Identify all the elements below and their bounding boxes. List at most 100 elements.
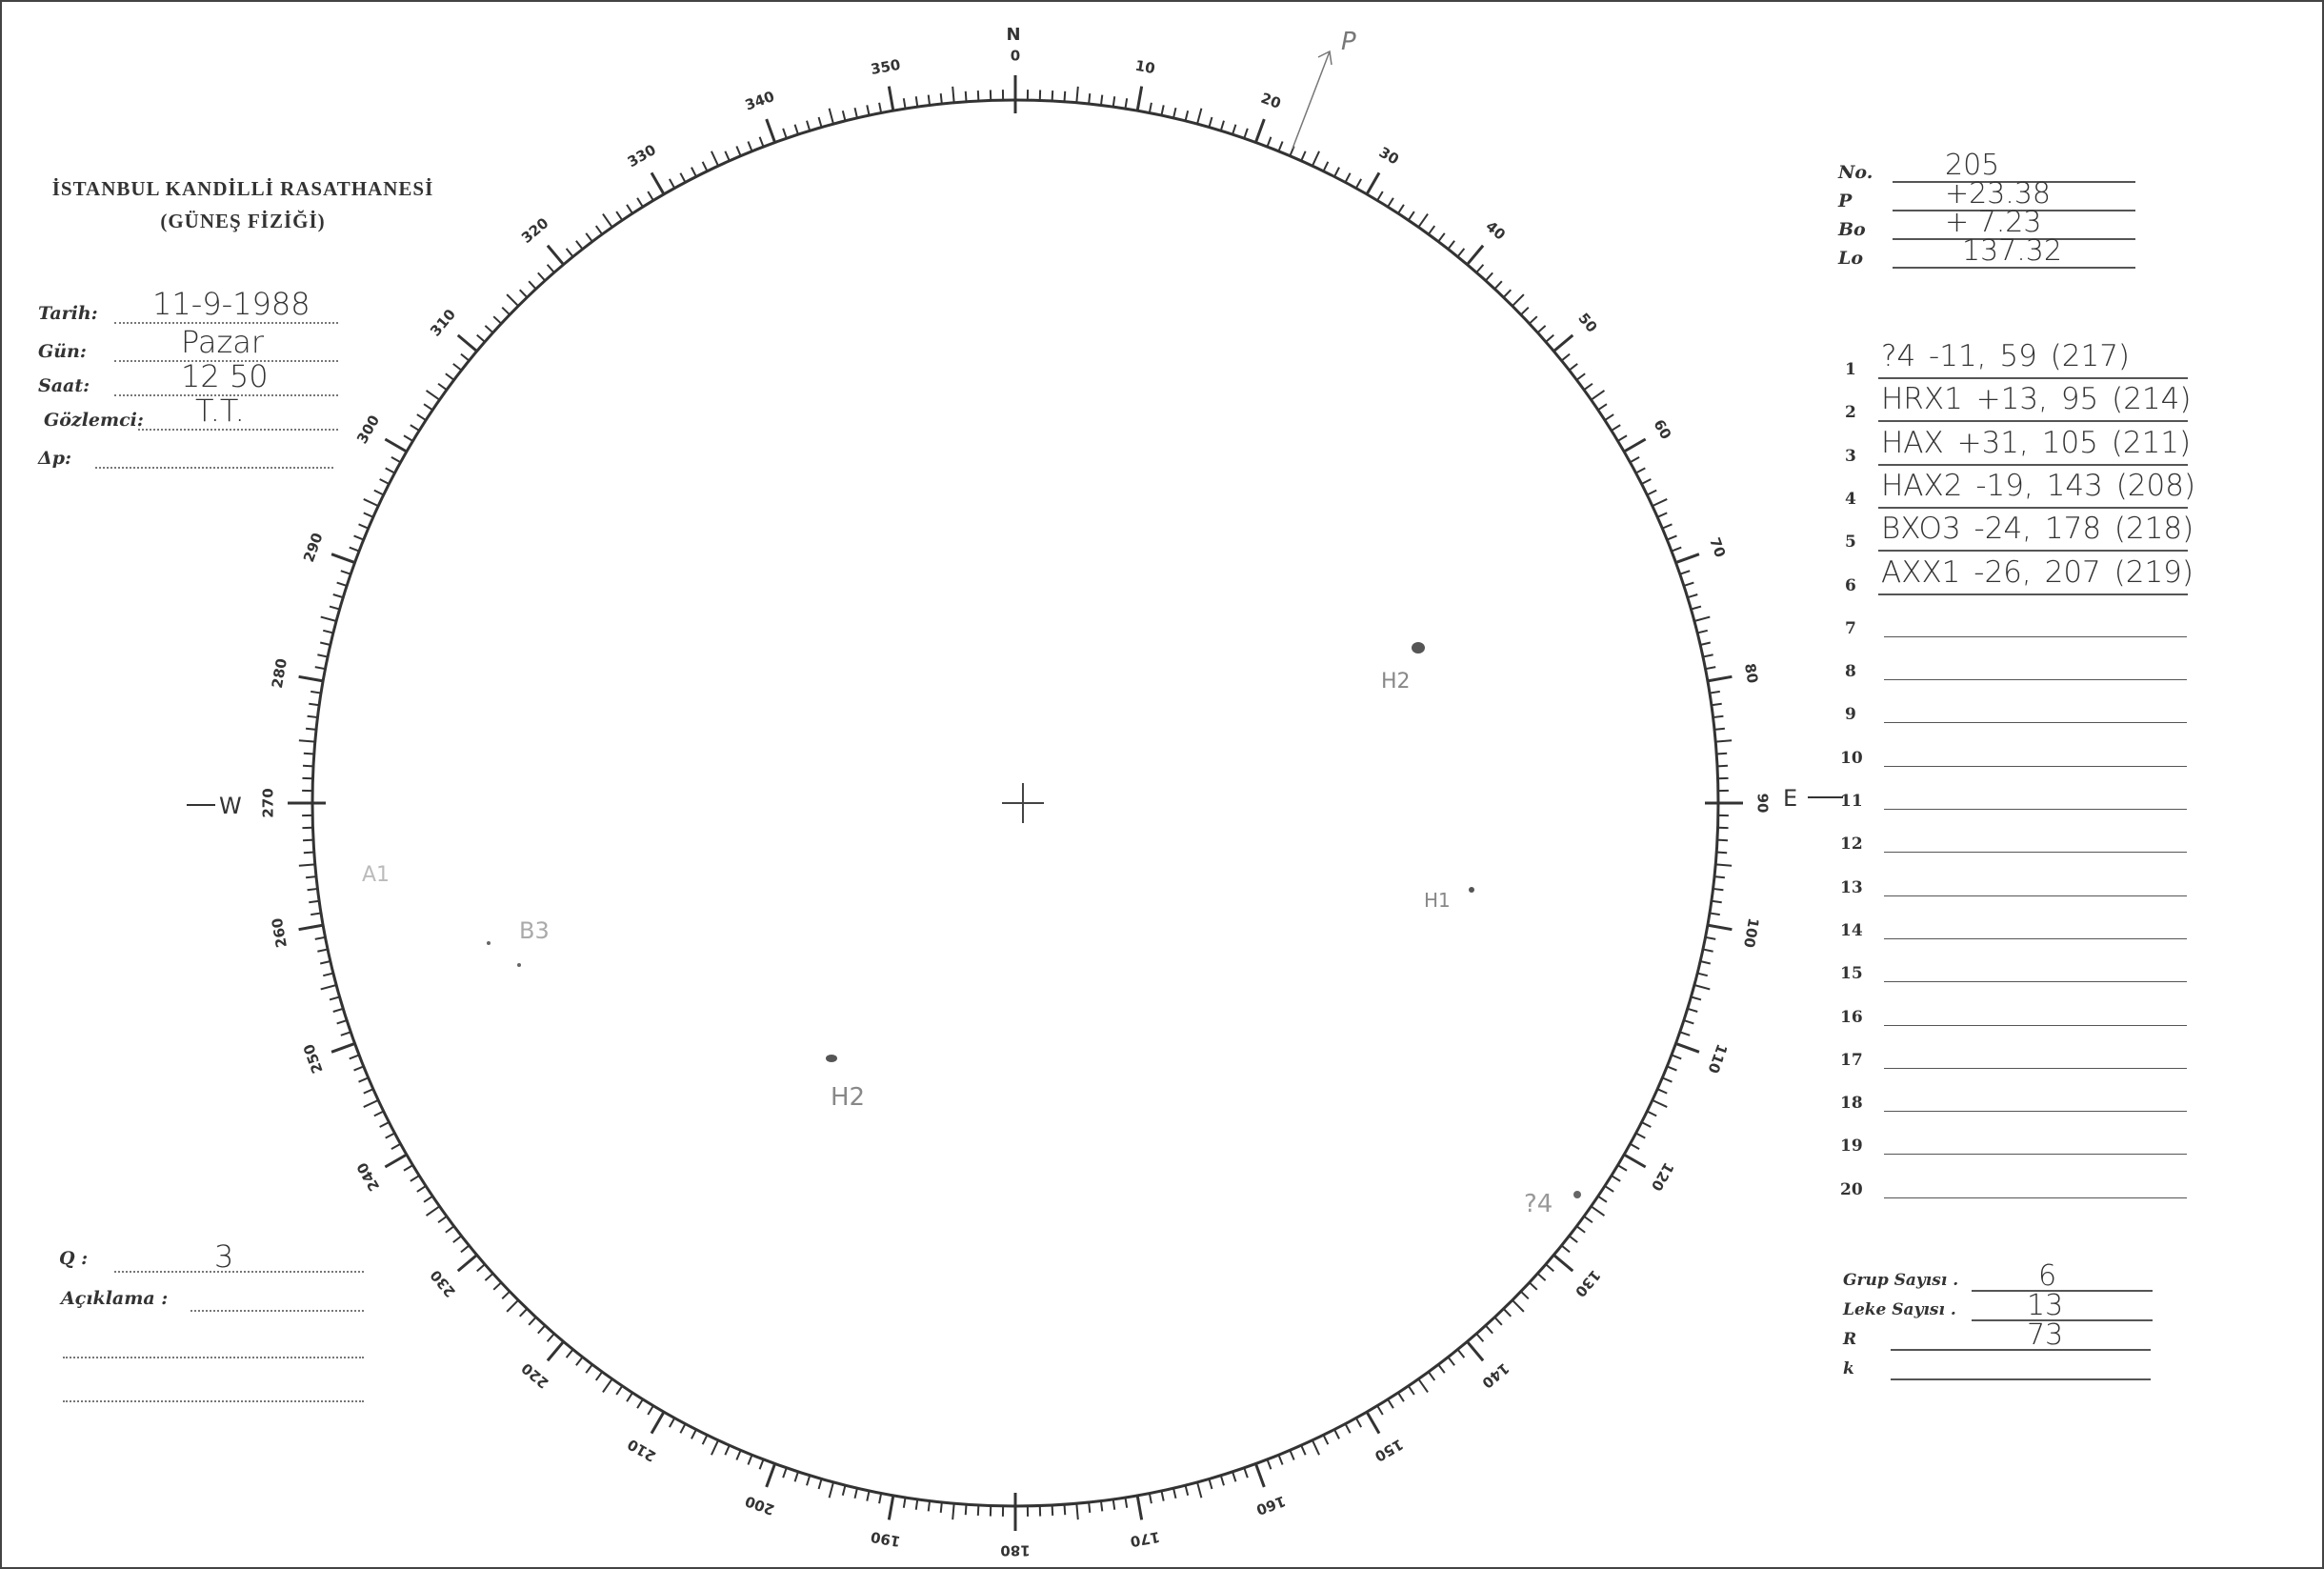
field-label: Gün: bbox=[38, 341, 87, 362]
tick-mark bbox=[1652, 498, 1668, 508]
group-row-value[interactable]: BXO3 -24, 178 (218) bbox=[1881, 512, 2194, 547]
tick-mark bbox=[423, 403, 433, 412]
field-line[interactable] bbox=[138, 429, 338, 431]
group-row-line[interactable] bbox=[1878, 420, 2188, 423]
param-value[interactable]: + 7.23 bbox=[1945, 206, 2042, 239]
field-value[interactable]: 12 50 bbox=[181, 358, 269, 394]
group-row-value[interactable]: HAX2 -19, 143 (208) bbox=[1881, 468, 2196, 503]
degree-label: 130 bbox=[1572, 1266, 1604, 1300]
group-row-line[interactable] bbox=[1878, 506, 2188, 509]
spot-label: B3 bbox=[519, 917, 550, 944]
tick-mark bbox=[506, 1299, 519, 1313]
tick-mark bbox=[1447, 1356, 1455, 1366]
param-line[interactable] bbox=[1893, 181, 2135, 183]
field-line[interactable] bbox=[114, 322, 338, 324]
group-row-line[interactable] bbox=[1884, 635, 2187, 637]
param-value[interactable]: 137.32 bbox=[1962, 234, 2062, 268]
north-label: N bbox=[1006, 25, 1020, 45]
tick-mark bbox=[1652, 1098, 1668, 1108]
tick-mark bbox=[1679, 1031, 1691, 1036]
tick-mark bbox=[384, 437, 408, 453]
field-value[interactable]: T.T. bbox=[195, 392, 245, 429]
field-line[interactable] bbox=[114, 394, 338, 396]
group-row-line[interactable] bbox=[1884, 895, 2187, 896]
group-row-line[interactable] bbox=[1884, 852, 2187, 854]
field-value[interactable]: 11-9-1988 bbox=[152, 286, 311, 322]
tick-mark bbox=[1716, 838, 1729, 842]
group-row-value[interactable]: AXX1 -26, 207 (219) bbox=[1881, 554, 2194, 590]
group-row-line[interactable] bbox=[1884, 1154, 2187, 1156]
group-row-line[interactable] bbox=[1884, 1197, 2187, 1198]
summary-value[interactable]: 13 bbox=[2027, 1289, 2064, 1322]
tick-mark bbox=[1333, 167, 1340, 177]
tick-mark bbox=[1184, 1484, 1190, 1496]
group-row-line[interactable] bbox=[1884, 765, 2187, 767]
remarks-line-2[interactable] bbox=[63, 1357, 364, 1358]
group-row-line[interactable] bbox=[1884, 809, 2187, 810]
tick-mark bbox=[1417, 212, 1429, 229]
field-line[interactable] bbox=[95, 467, 333, 469]
tick-mark bbox=[336, 581, 348, 587]
tick-mark bbox=[1172, 1487, 1177, 1499]
field-line[interactable] bbox=[114, 360, 338, 362]
group-row-line[interactable] bbox=[1884, 981, 2187, 983]
tick-mark bbox=[1063, 1504, 1067, 1516]
tick-mark bbox=[1696, 972, 1708, 977]
tick-mark bbox=[425, 390, 441, 401]
tick-mark bbox=[331, 553, 356, 564]
group-row-line[interactable] bbox=[1878, 550, 2188, 553]
tick-mark bbox=[1590, 1205, 1606, 1217]
tick-mark bbox=[302, 838, 314, 842]
tick-mark bbox=[902, 1497, 907, 1508]
param-line[interactable] bbox=[1893, 210, 2135, 211]
group-row-line[interactable] bbox=[1884, 1024, 2187, 1026]
tick-mark bbox=[1693, 984, 1711, 991]
group-row-line[interactable] bbox=[1878, 463, 2188, 466]
param-line[interactable] bbox=[1893, 238, 2135, 240]
summary-value[interactable]: 73 bbox=[2027, 1318, 2064, 1352]
tick-mark bbox=[1611, 424, 1621, 432]
group-row-line[interactable] bbox=[1884, 679, 2187, 681]
tick-mark bbox=[902, 98, 907, 110]
group-row-line[interactable] bbox=[1878, 593, 2188, 595]
summary-value[interactable]: 6 bbox=[2038, 1259, 2057, 1293]
summary-line[interactable] bbox=[1891, 1349, 2151, 1351]
degree-label: 60 bbox=[1650, 416, 1674, 442]
tick-mark bbox=[927, 94, 932, 106]
tick-mark bbox=[416, 1185, 427, 1193]
tick-mark bbox=[476, 1263, 486, 1273]
group-row-value[interactable]: HAX +31, 105 (211) bbox=[1881, 425, 2192, 460]
remarks-line-1[interactable] bbox=[190, 1310, 364, 1312]
tick-mark bbox=[1160, 105, 1165, 116]
tick-mark bbox=[964, 1504, 968, 1516]
degree-label: 100 bbox=[1740, 916, 1762, 949]
field-label: Saat: bbox=[38, 375, 90, 396]
group-row-value[interactable]: HRX1 +13, 95 (214) bbox=[1881, 382, 2192, 417]
tick-mark bbox=[492, 1281, 502, 1291]
quality-value[interactable]: 3 bbox=[214, 1238, 234, 1275]
tick-mark bbox=[1705, 935, 1716, 940]
remarks-line-3[interactable] bbox=[63, 1400, 364, 1402]
param-value[interactable]: +23.38 bbox=[1945, 177, 2052, 211]
tick-mark bbox=[320, 984, 337, 991]
group-row-value[interactable]: ?4 -11, 59 (217) bbox=[1881, 339, 2131, 373]
summary-line[interactable] bbox=[1972, 1319, 2153, 1321]
pole-arrow bbox=[1292, 50, 1331, 150]
tick-mark bbox=[1629, 1142, 1640, 1150]
param-value[interactable]: 205 bbox=[1945, 149, 2000, 182]
group-row-line[interactable] bbox=[1884, 722, 2187, 724]
tick-mark bbox=[349, 546, 360, 553]
group-row-line[interactable] bbox=[1878, 377, 2188, 379]
tick-mark bbox=[1702, 948, 1713, 953]
field-value[interactable]: Pazar bbox=[181, 324, 265, 360]
tick-mark bbox=[518, 289, 529, 298]
summary-line[interactable] bbox=[1972, 1290, 2153, 1292]
tick-mark bbox=[1322, 161, 1330, 172]
summary-line[interactable] bbox=[1891, 1378, 2151, 1380]
group-row-line[interactable] bbox=[1884, 1067, 2187, 1069]
param-line[interactable] bbox=[1893, 267, 2135, 269]
group-row-line[interactable] bbox=[1884, 1111, 2187, 1113]
group-row-line[interactable] bbox=[1884, 937, 2187, 939]
tick-mark bbox=[336, 1019, 348, 1025]
tick-mark bbox=[853, 1487, 858, 1499]
